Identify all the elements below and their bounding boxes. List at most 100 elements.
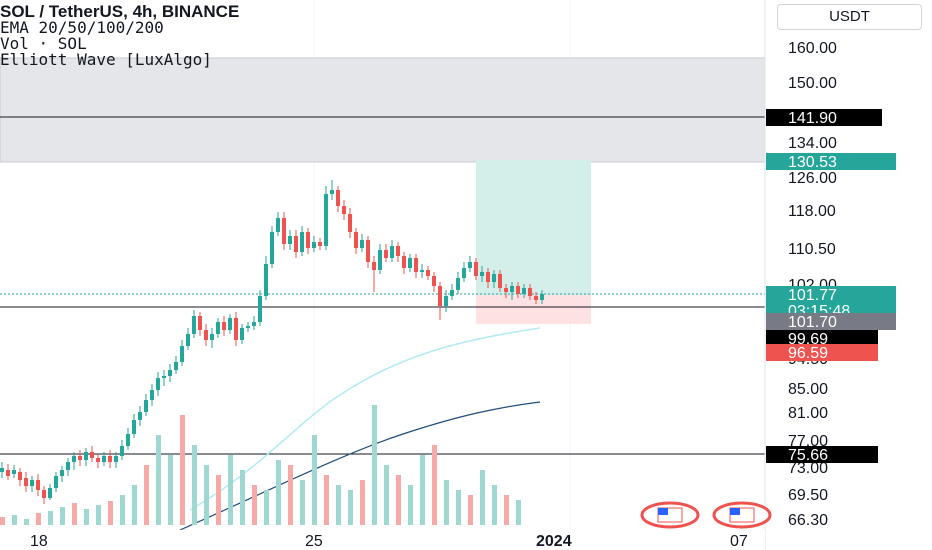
volume-bar: [276, 460, 281, 525]
candle: [330, 190, 334, 194]
volume-bar: [60, 507, 65, 525]
candle: [198, 316, 202, 330]
volume-bar: [504, 495, 509, 525]
volume-bar: [396, 475, 401, 525]
candle: [12, 470, 16, 474]
badge-ema: 99.69: [766, 330, 878, 348]
svg-text:141.90: 141.90: [788, 110, 837, 127]
volume-bar: [0, 517, 5, 525]
candle: [156, 378, 160, 390]
volume-bar: [384, 465, 389, 525]
candle: [354, 232, 358, 248]
volume-bar: [288, 465, 293, 525]
volume-bar: [72, 503, 77, 525]
price-tick: 134.00: [788, 135, 837, 152]
volume-bar: [432, 445, 437, 525]
svg-text:75.66: 75.66: [788, 447, 828, 464]
volume-bar: [240, 470, 245, 525]
volume-bar: [108, 501, 113, 525]
price-tick: 73.00: [788, 460, 828, 477]
us-flag-event-icon[interactable]: [712, 501, 772, 529]
volume-bar: [516, 500, 521, 525]
badge-stop: 96.59: [766, 344, 878, 362]
candle: [342, 206, 346, 214]
indicator-elliott[interactable]: Elliott Wave [LuxAlgo]: [0, 50, 212, 69]
candlestick-series: [0, 180, 544, 504]
price-tick: 69.50: [788, 487, 828, 504]
price-tick: 85.00: [788, 381, 828, 398]
candle: [426, 270, 430, 276]
badge-entry: 101.70: [766, 313, 896, 331]
volume-bar: [264, 490, 269, 525]
candle: [450, 290, 454, 296]
candle: [168, 370, 172, 376]
time-tick-18: 18: [30, 533, 48, 550]
candle: [174, 362, 178, 370]
volume-bar: [360, 480, 365, 525]
candle: [186, 334, 190, 346]
candle: [204, 330, 208, 340]
candle: [336, 190, 340, 206]
volume-bar: [24, 519, 29, 525]
chart-legend: SOL / TetherUS, 4h, BINANCE EMA 20/50/10…: [0, 2, 240, 69]
volume-bar: [348, 490, 353, 525]
volume-bar: [36, 513, 41, 525]
candle: [132, 420, 136, 434]
candle: [216, 322, 220, 334]
volume-bar: [444, 480, 449, 525]
target-zone: [476, 160, 591, 295]
currency-button[interactable]: USDT: [777, 4, 922, 30]
candle: [360, 240, 364, 248]
time-tick-07: 07: [730, 533, 748, 550]
candle: [270, 232, 274, 264]
candle: [480, 272, 484, 276]
volume-bar: [420, 455, 425, 525]
us-flag-event-icon[interactable]: [640, 501, 700, 529]
candle: [372, 262, 376, 270]
candle: [234, 318, 238, 340]
candle: [54, 476, 58, 488]
volume-bar: [168, 455, 173, 525]
volume-bar: [372, 405, 377, 525]
candle: [486, 272, 490, 282]
volume-bar: [144, 465, 149, 525]
badge-level-low: 75.66: [766, 446, 878, 464]
candle: [36, 480, 40, 490]
candle: [288, 236, 292, 244]
svg-text:101.70: 101.70: [788, 314, 837, 331]
stop-zone: [476, 295, 591, 324]
candle: [84, 452, 88, 460]
volume-bar: [96, 505, 101, 525]
candle: [384, 250, 388, 258]
candle: [144, 400, 148, 412]
symbol-title[interactable]: SOL / TetherUS, 4h, BINANCE: [0, 2, 240, 21]
candle: [312, 242, 316, 248]
svg-text:130.53: 130.53: [788, 154, 837, 171]
candle: [102, 456, 106, 462]
candle: [48, 488, 52, 498]
candle: [66, 462, 70, 470]
candle: [210, 334, 214, 340]
candle: [306, 232, 310, 248]
candle: [0, 468, 4, 472]
candle: [492, 274, 496, 282]
candle: [396, 246, 400, 256]
indicator-ema[interactable]: EMA 20/50/100/200: [0, 18, 164, 37]
candle: [348, 214, 352, 232]
volume-bars: [0, 405, 521, 525]
indicator-volume[interactable]: Vol · SOL: [0, 34, 87, 53]
badge-target: 130.53: [766, 153, 896, 171]
candle: [516, 286, 520, 294]
price-tick: 126.00: [788, 170, 837, 187]
volume-bar: [48, 511, 53, 525]
candle: [378, 250, 382, 270]
candle: [402, 256, 406, 268]
candle: [108, 456, 112, 462]
candle: [120, 446, 124, 456]
volume-bar: [408, 485, 413, 525]
price-tick: 118.00: [788, 203, 836, 220]
candle: [24, 478, 28, 486]
candle: [420, 270, 424, 272]
time-tick-2024: 2024: [536, 533, 572, 550]
